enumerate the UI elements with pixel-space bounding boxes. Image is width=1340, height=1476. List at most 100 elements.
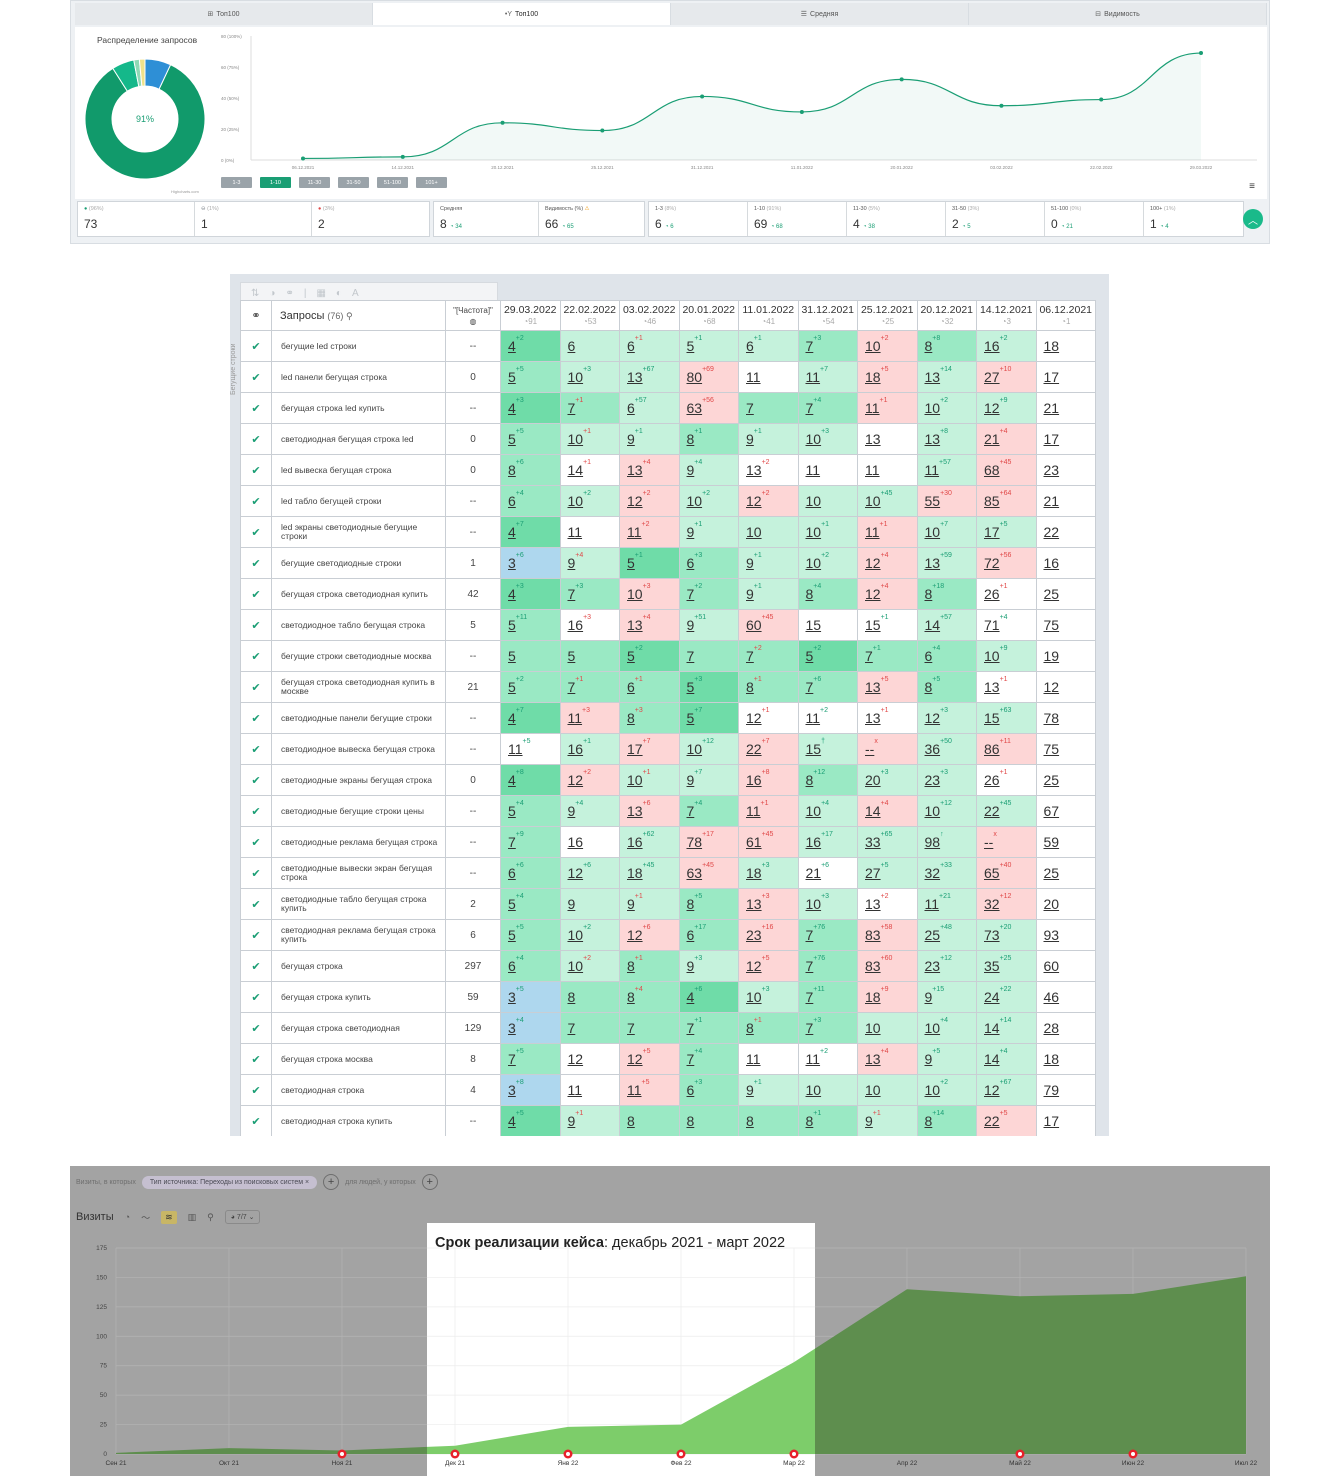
position-cell[interactable]: 19 <box>1035 640 1096 672</box>
position-value[interactable]: 11 <box>746 803 761 819</box>
position-value[interactable]: 9 <box>686 958 695 974</box>
position-value[interactable]: 10 <box>567 431 584 447</box>
position-value[interactable]: 10 <box>567 493 584 509</box>
date-header[interactable]: 22.02.2022 ◔53 <box>559 300 620 331</box>
position-cell[interactable]: 8 <box>738 1105 799 1136</box>
position-cell[interactable]: 33+65 <box>857 826 918 858</box>
position-cell[interactable]: 5+1 <box>619 547 680 579</box>
position-value[interactable]: 17 <box>1043 431 1060 447</box>
position-cell[interactable]: 12+2 <box>738 485 799 517</box>
position-cell[interactable]: 10+9 <box>976 640 1037 672</box>
filter-chip[interactable]: Тип источника: Переходы из поисковых сис… <box>141 1175 318 1189</box>
position-cell[interactable]: 65+40 <box>976 857 1037 889</box>
position-cell[interactable]: 13+59 <box>916 547 977 579</box>
position-value[interactable]: 22 <box>1043 524 1060 540</box>
position-value[interactable]: 13 <box>627 803 643 819</box>
position-value[interactable]: 12 <box>984 400 1000 416</box>
position-value[interactable]: 5 <box>686 338 695 354</box>
position-value[interactable]: 9 <box>746 555 754 571</box>
tab-3[interactable]: ⊟ Видимость <box>969 3 1267 25</box>
position-value[interactable]: 11 <box>508 741 523 757</box>
position-cell[interactable]: 9+15 <box>916 981 977 1013</box>
position-value[interactable]: 12 <box>627 1051 643 1067</box>
position-cell[interactable]: 3+8 <box>500 1074 561 1106</box>
position-value[interactable]: 4 <box>686 989 695 1005</box>
position-value[interactable]: 85 <box>984 493 1000 509</box>
position-cell[interactable]: 8 <box>678 1105 739 1136</box>
position-value[interactable]: 10 <box>805 896 822 912</box>
query-cell[interactable]: led вывеска бегущая строка <box>271 454 446 486</box>
position-value[interactable]: 83 <box>865 958 881 974</box>
position-cell[interactable]: 12 <box>559 1043 620 1075</box>
position-value[interactable]: 18 <box>746 865 762 881</box>
position-cell[interactable]: 16+17 <box>797 826 858 858</box>
date-header[interactable]: 25.12.2021 ◔25 <box>857 300 918 331</box>
position-cell[interactable]: 12+2 <box>559 764 620 796</box>
position-value[interactable]: 6 <box>627 338 635 354</box>
query-cell[interactable]: бегущие светодиодные строки <box>271 547 446 579</box>
position-cell[interactable]: 3+5 <box>500 981 561 1013</box>
position-value[interactable]: 25 <box>1043 865 1060 881</box>
position-cell[interactable]: 9+3 <box>678 950 739 982</box>
position-value[interactable]: 11 <box>805 369 821 385</box>
position-value[interactable]: 23 <box>924 958 941 974</box>
position-cell[interactable]: 18+5 <box>857 361 918 393</box>
position-value[interactable]: 7 <box>805 400 814 416</box>
position-value[interactable]: 71 <box>984 617 1000 633</box>
position-value[interactable]: 22 <box>746 741 762 757</box>
position-value[interactable]: 8 <box>627 958 635 974</box>
position-cell[interactable]: --x <box>976 826 1037 858</box>
position-cell[interactable]: 7+6 <box>797 671 858 703</box>
text-size-icon[interactable]: A <box>351 287 359 299</box>
position-value[interactable]: 10 <box>865 493 881 509</box>
position-cell[interactable]: 17+7 <box>619 733 680 765</box>
query-cell[interactable]: led табло бегущей строки <box>271 485 446 517</box>
position-cell[interactable]: 10 <box>738 516 799 548</box>
query-cell[interactable]: светодиодное табло бегущая строка <box>271 609 446 641</box>
position-value[interactable]: 8 <box>627 710 635 726</box>
position-value[interactable]: 8 <box>805 586 814 602</box>
position-value[interactable]: 22 <box>984 1113 1000 1129</box>
position-cell[interactable]: 12+4 <box>857 547 918 579</box>
position-cell[interactable]: 8 <box>619 1105 680 1136</box>
position-value[interactable]: 9 <box>746 431 754 447</box>
position-cell[interactable]: 85+64 <box>976 485 1037 517</box>
position-value[interactable]: 7 <box>686 1020 695 1036</box>
link-header-icon[interactable]: ⚭ <box>240 300 272 331</box>
position-value[interactable]: 63 <box>686 400 703 416</box>
position-value[interactable]: 3 <box>508 1020 516 1036</box>
position-cell[interactable]: 13+1 <box>857 702 918 734</box>
position-value[interactable]: 27 <box>984 369 1000 385</box>
position-value[interactable]: 93 <box>1043 927 1060 943</box>
sort-icon[interactable]: ⇅ <box>251 287 260 299</box>
position-cell[interactable]: 8+4 <box>619 981 680 1013</box>
position-cell[interactable]: 59 <box>1035 826 1096 858</box>
position-cell[interactable]: 11 <box>857 454 918 486</box>
position-cell[interactable]: 35+25 <box>976 950 1037 982</box>
position-cell[interactable]: 8+1 <box>678 423 739 455</box>
position-cell[interactable]: 6+1 <box>619 671 680 703</box>
position-cell[interactable]: 12+6 <box>559 857 620 889</box>
position-value[interactable]: 12 <box>627 927 643 943</box>
position-cell[interactable]: 5+5 <box>500 919 561 951</box>
position-value[interactable]: 12 <box>627 493 643 509</box>
query-cell[interactable]: светодиодные панели бегущие строки <box>271 702 446 734</box>
position-value[interactable]: 8 <box>924 338 933 354</box>
event-marker-icon[interactable] <box>450 1449 460 1459</box>
add-segment-button[interactable]: + <box>421 1174 438 1190</box>
position-value[interactable]: 36 <box>924 741 941 757</box>
bar-chart-icon[interactable]: ▥ <box>187 1211 197 1222</box>
position-cell[interactable]: 11+1 <box>738 795 799 827</box>
position-value[interactable]: 3 <box>508 555 516 571</box>
event-marker-icon[interactable] <box>337 1449 347 1459</box>
position-cell[interactable]: 13+1 <box>976 671 1037 703</box>
area-chart-icon[interactable]: ≋ <box>161 1210 177 1224</box>
event-marker-icon[interactable] <box>563 1449 573 1459</box>
check-icon[interactable]: ✔ <box>240 361 272 393</box>
position-cell[interactable]: 6+4 <box>500 950 561 982</box>
position-value[interactable]: 18 <box>865 989 881 1005</box>
position-value[interactable]: 10 <box>686 741 703 757</box>
position-cell[interactable]: 4+8 <box>500 764 561 796</box>
position-value[interactable]: 73 <box>984 927 1000 943</box>
position-value[interactable]: 7 <box>567 1020 576 1036</box>
